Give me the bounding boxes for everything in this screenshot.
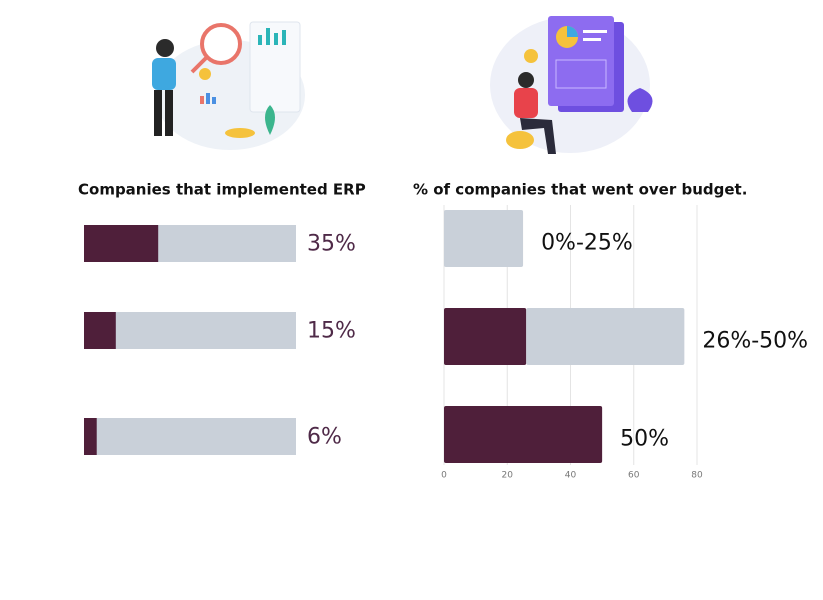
value-label: 15% bbox=[307, 319, 356, 344]
x-tick-label: 60 bbox=[628, 471, 640, 481]
budget-illustration bbox=[490, 16, 653, 154]
bar-track bbox=[84, 418, 296, 455]
x-tick-label: 0 bbox=[441, 471, 447, 481]
chart-title: % of companies that went over budget. bbox=[413, 181, 747, 199]
bar-segment bbox=[526, 308, 685, 365]
bar bbox=[84, 312, 116, 349]
category-label: 0%-25% bbox=[541, 231, 633, 256]
x-tick-label: 80 bbox=[691, 471, 703, 481]
chart-title: Companies that implemented ERP bbox=[78, 181, 366, 199]
bar-segment bbox=[444, 308, 527, 365]
x-tick-label: 40 bbox=[565, 471, 577, 481]
category-label: 26%-50% bbox=[702, 329, 808, 354]
erp-illustration bbox=[152, 21, 305, 150]
value-label: 6% bbox=[307, 425, 342, 450]
value-label: 35% bbox=[307, 232, 356, 257]
bar bbox=[84, 418, 97, 455]
x-tick-label: 20 bbox=[502, 471, 514, 481]
bar bbox=[84, 225, 159, 262]
bar-track bbox=[84, 312, 296, 349]
category-label: 50% bbox=[620, 427, 669, 452]
bar-segment bbox=[444, 210, 524, 267]
bar-segment bbox=[444, 406, 603, 463]
